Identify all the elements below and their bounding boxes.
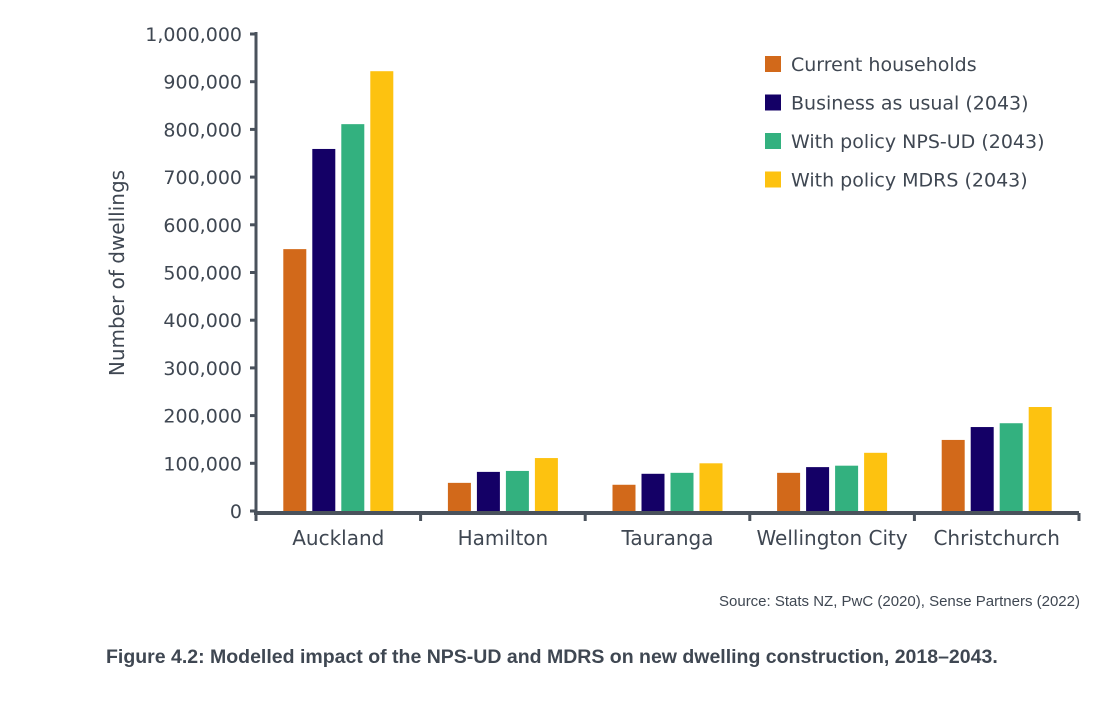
figure-caption: Figure 4.2: Modelled impact of the NPS-U… — [106, 646, 998, 668]
bar — [806, 467, 830, 511]
x-axis: Auckland Hamilton Tauranga Wellington City C… — [254, 511, 1081, 550]
bar — [777, 472, 801, 511]
legend-label: With policy MDRS (2043) — [791, 170, 1028, 192]
bar-chart: 0 100,000 200,000 300,000 400,000 500,000 600,… — [105, 24, 1081, 550]
bar — [941, 439, 965, 511]
legend-swatch — [765, 56, 781, 72]
y-tick-label: 300,000 — [163, 358, 242, 380]
x-tick-label: Auckland — [292, 526, 384, 550]
y-tick-label: 600,000 — [163, 215, 242, 237]
bar — [283, 249, 307, 511]
y-tick-label: 200,000 — [163, 406, 242, 428]
bar — [505, 470, 529, 511]
x-tick-label: Tauranga — [621, 526, 714, 550]
y-tick-label: 0 — [230, 501, 242, 523]
legend: Current households Business as usual (204… — [765, 54, 1045, 192]
x-tick-label: Wellington City — [756, 526, 907, 550]
bar — [835, 465, 859, 511]
bar — [970, 427, 994, 511]
x-tick-label: Hamilton — [458, 526, 549, 550]
bar — [341, 124, 365, 511]
y-tick-label: 900,000 — [163, 72, 242, 94]
source-note: Source: Stats NZ, PwC (2020), Sense Part… — [719, 593, 1080, 610]
bar — [864, 452, 888, 511]
bar — [670, 472, 694, 511]
bar — [312, 148, 336, 511]
bar — [534, 458, 558, 511]
legend-swatch — [765, 133, 781, 149]
legend-label: With policy NPS-UD (2043) — [791, 131, 1045, 153]
y-tick-label: 800,000 — [163, 119, 242, 141]
legend-swatch — [765, 94, 781, 111]
bar — [612, 484, 636, 511]
legend-swatch — [765, 171, 781, 188]
y-tick-label: 500,000 — [163, 263, 242, 285]
x-tick-label: Christchurch — [933, 526, 1059, 550]
bar — [476, 471, 500, 511]
bars — [283, 71, 1052, 512]
bar — [370, 71, 394, 512]
y-tick-label: 700,000 — [163, 167, 242, 189]
bar — [641, 473, 665, 511]
y-axis-title: Number of dwellings — [105, 170, 129, 376]
y-tick-label: 1,000,000 — [145, 24, 242, 46]
y-tick-label: 400,000 — [163, 310, 242, 332]
y-tick-label: 100,000 — [163, 453, 242, 475]
bar — [999, 423, 1023, 511]
legend-label: Current households — [791, 54, 977, 76]
bar — [699, 463, 723, 511]
bar — [447, 482, 471, 511]
y-axis: 0 100,000 200,000 300,000 400,000 500,000 600,… — [145, 24, 258, 523]
bar — [1028, 407, 1052, 511]
legend-label: Business as usual (2043) — [791, 93, 1029, 115]
